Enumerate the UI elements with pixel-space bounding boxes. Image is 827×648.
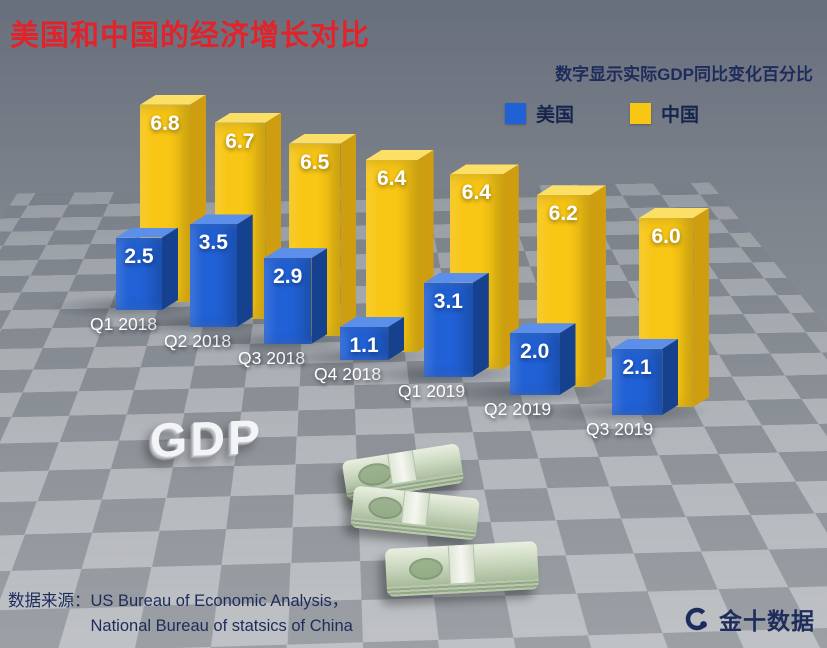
us-legend-label: 美国 (536, 105, 575, 126)
gdp-3d-text: GDP (150, 411, 264, 468)
category-label: Q2 2018 (164, 331, 231, 351)
value-label: 6.0 (651, 225, 681, 248)
bill-portrait-oval (407, 557, 444, 581)
bar-top-face (450, 164, 519, 174)
us-bar: 1.1 (340, 327, 388, 360)
value-label: 6.4 (376, 167, 407, 190)
data-source-line1: US Bureau of Economic Analysis， (90, 591, 349, 610)
china-bar: 6.4 (450, 174, 503, 369)
bar-side-face (340, 134, 356, 336)
us-bar: 2.1 (612, 349, 662, 415)
bar-top-face (215, 113, 282, 123)
bar-side-face (560, 323, 576, 395)
bar-side-face (503, 164, 519, 369)
bill-band (447, 544, 477, 594)
bar-top-face (639, 208, 709, 218)
bar-top-face (140, 95, 206, 105)
bar-side-face (693, 208, 709, 407)
bar-top-face (340, 317, 404, 327)
category-label: Q3 2018 (238, 348, 305, 368)
bar-side-face (388, 317, 404, 360)
value-label: 6.2 (548, 202, 578, 226)
value-label: 2.1 (622, 355, 652, 379)
us-bar: 3.5 (190, 224, 237, 327)
bill-portrait-oval (367, 495, 404, 521)
bill-band (387, 450, 419, 494)
data-source-line2: National Bureau of statsics of China (90, 617, 353, 636)
value-label: 3.5 (198, 231, 228, 255)
value-label: 6.5 (300, 150, 330, 174)
value-label: 2.9 (273, 265, 303, 289)
brand-name: 金十数据 (719, 608, 815, 634)
bar-top-face (510, 323, 576, 333)
category-label: Q1 2019 (398, 381, 466, 401)
legend-item-us: 美国 (505, 100, 574, 127)
bar-top-face (289, 134, 356, 144)
bar-top-face (264, 248, 327, 258)
money-stack (384, 541, 540, 597)
bar-side-face (662, 339, 678, 415)
bar-top-face (424, 273, 489, 283)
bar-top-face (190, 214, 253, 224)
value-label: 6.7 (225, 129, 255, 153)
us-bar: 2.5 (116, 238, 162, 310)
value-label: 2.0 (520, 340, 550, 364)
bill-band (399, 490, 431, 536)
us-legend-swatch (505, 103, 526, 124)
us-bar: 3.1 (424, 283, 473, 377)
brand-logo: 金十数据 (684, 602, 815, 636)
value-label: 2.5 (124, 244, 154, 268)
page-title: 美国和中国的经济增长对比 (10, 20, 371, 52)
category-label: Q4 2018 (314, 364, 382, 384)
bill-portrait-oval (356, 461, 394, 489)
value-label: 3.1 (433, 289, 463, 313)
bar-side-face (590, 185, 606, 387)
bar-side-face (311, 248, 327, 344)
bar-side-face (237, 214, 253, 327)
us-bar: 2.0 (510, 333, 560, 395)
bar-top-face (612, 339, 678, 349)
category-label: Q2 2019 (484, 399, 552, 419)
legend: 美国 中国 (505, 100, 699, 127)
legend-item-china: 中国 (630, 100, 699, 127)
data-source-lines: US Bureau of Economic Analysis， National… (91, 589, 353, 640)
bar-top-face (537, 185, 607, 195)
category-label: Q1 2018 (90, 314, 157, 334)
bar-top-face (116, 228, 178, 238)
us-bar: 2.9 (264, 258, 311, 344)
category-label: Q3 2019 (586, 419, 654, 439)
china-legend-label: 中国 (661, 105, 700, 126)
data-source: 数据来源： US Bureau of Economic Analysis， Na… (8, 589, 353, 640)
data-source-label: 数据来源： (8, 591, 91, 610)
value-label: 6.4 (461, 181, 491, 205)
value-label: 6.8 (150, 111, 180, 135)
bar-side-face (162, 228, 178, 311)
chart-subtitle: 数字显示实际GDP同比变化百分比 (555, 65, 813, 84)
bar-top-face (366, 150, 434, 160)
china-legend-swatch (630, 103, 652, 124)
magnifier-icon (685, 607, 709, 630)
bar-side-face (473, 273, 489, 377)
value-label: 1.1 (349, 334, 379, 357)
